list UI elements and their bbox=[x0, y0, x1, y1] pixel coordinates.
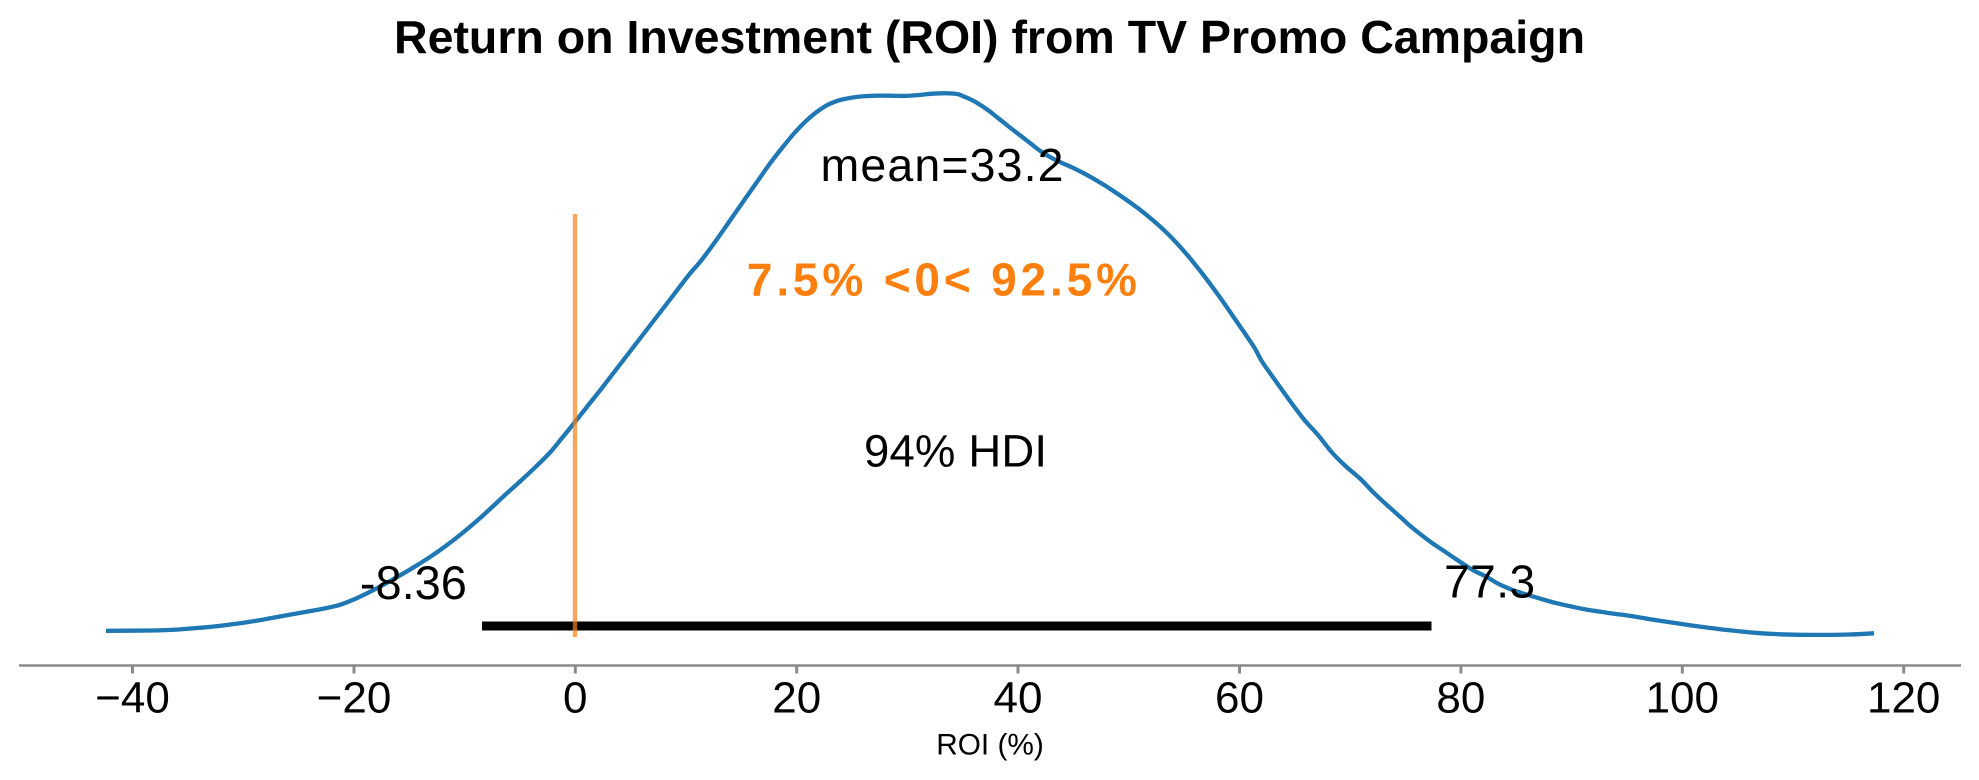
svg-text:ROI (%): ROI (%) bbox=[936, 728, 1044, 761]
svg-text:0: 0 bbox=[563, 674, 587, 723]
svg-text:-8.36: -8.36 bbox=[360, 556, 467, 609]
svg-text:−20: −20 bbox=[317, 674, 392, 723]
svg-text:Return on Investment (ROI) fro: Return on Investment (ROI) from TV Promo… bbox=[394, 11, 1585, 63]
svg-text:120: 120 bbox=[1867, 674, 1940, 723]
svg-text:40: 40 bbox=[994, 674, 1043, 723]
svg-text:−40: −40 bbox=[95, 674, 170, 723]
svg-text:94% HDI: 94% HDI bbox=[864, 426, 1047, 477]
svg-text:80: 80 bbox=[1436, 674, 1485, 723]
svg-text:mean=33.2: mean=33.2 bbox=[821, 139, 1064, 191]
svg-text:20: 20 bbox=[772, 674, 821, 723]
svg-text:77.3: 77.3 bbox=[1444, 555, 1535, 607]
svg-text:60: 60 bbox=[1215, 674, 1264, 723]
svg-text:100: 100 bbox=[1646, 674, 1719, 723]
